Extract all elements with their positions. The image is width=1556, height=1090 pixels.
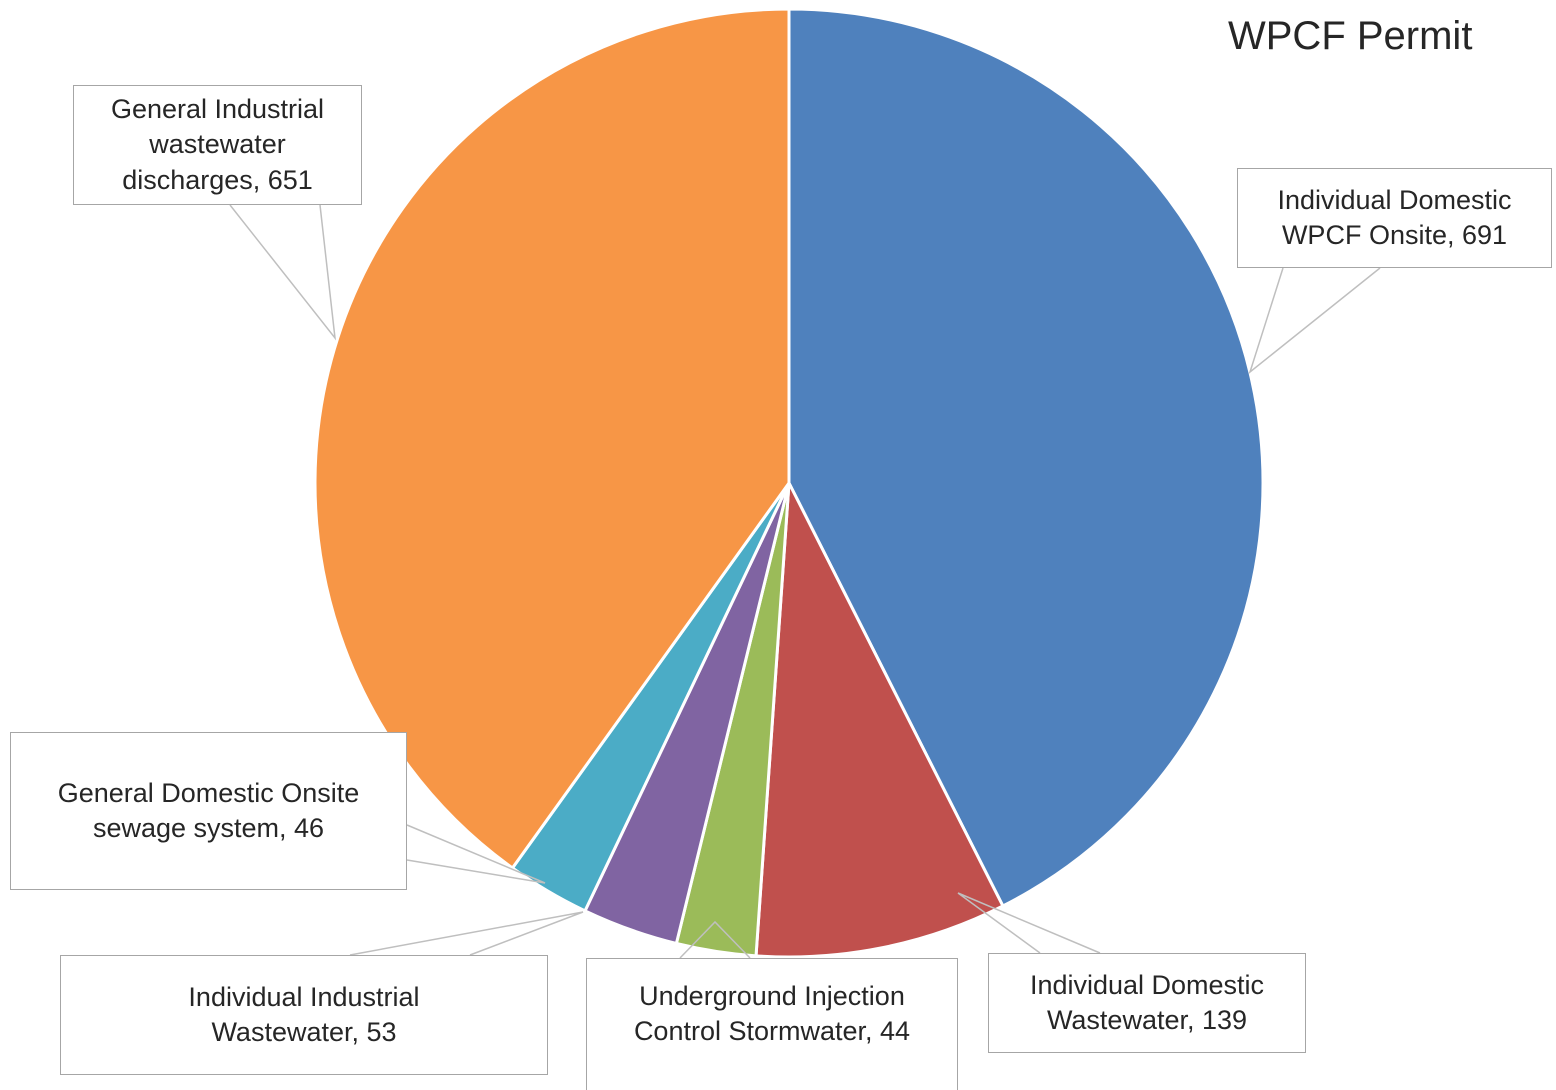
leader-lines: [229, 204, 1381, 959]
data-label: Underground Injection Control Stormwater…: [586, 958, 958, 1090]
data-label: Individual Domestic WPCF Onsite, 691: [1237, 168, 1552, 268]
chart-title: WPCF Permit: [1228, 14, 1473, 58]
data-label: Individual Domestic Wastewater, 139: [988, 953, 1306, 1053]
leader-line: [1248, 267, 1381, 375]
pie: [313, 7, 1265, 959]
leader-line: [349, 911, 584, 956]
leader-line: [957, 892, 1101, 954]
data-label: Individual Industrial Wastewater, 53: [60, 955, 548, 1075]
pie-slice: [754, 477, 1005, 959]
data-label: General Industrial wastewater discharges…: [73, 85, 362, 205]
leader-line: [406, 824, 546, 884]
pie-slice: [787, 7, 1265, 909]
leader-line: [679, 920, 751, 959]
leader-line: [229, 204, 337, 341]
data-label: General Domestic Onsite sewage system, 4…: [10, 732, 407, 890]
